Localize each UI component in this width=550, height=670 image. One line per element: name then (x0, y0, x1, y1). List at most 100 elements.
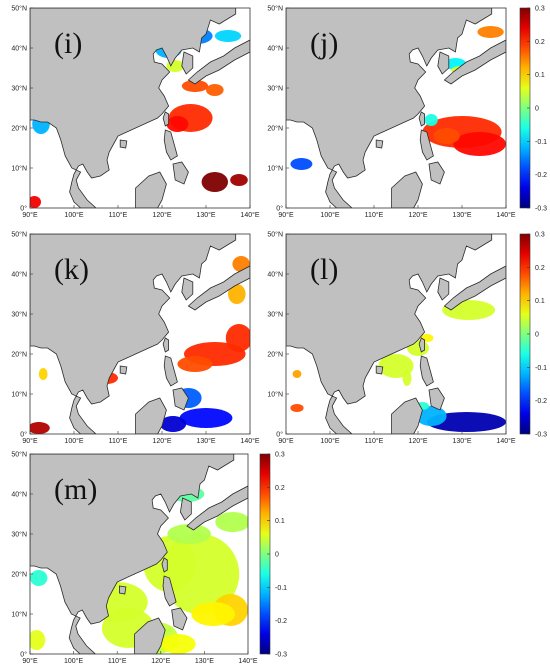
map-svg-i: 0° 10°N 20°N 30°N 40°N 50°N 90°E 100°E 110°E 120°… (11, 5, 260, 220)
lon-tick-label-l-5: 140°E (496, 437, 515, 445)
anomaly-patch-i-3 (214, 30, 242, 42)
anomaly-patch-l-4 (292, 370, 302, 378)
colorbar-tick-l-6: -0.3 (535, 432, 547, 439)
lat-tick-label-i-5: 50°N (11, 5, 27, 13)
landmass-i (30, 8, 250, 208)
lon-tick-label-l-0: 90°E (278, 437, 294, 445)
land-shape-l-1 (443, 265, 506, 311)
colorbar-tick-j-0: 0.3 (535, 6, 545, 13)
lat-tick-label-l-2: 20°N (267, 351, 283, 359)
map-panel-j: 0° 10°N 20°N 30°N 40°N 50°N 90°E 100°E 110°E 120°… (258, 0, 550, 228)
lat-tick-label-l-4: 40°N (267, 271, 283, 279)
anomaly-field-l (290, 300, 506, 432)
land-shape-j-5 (419, 129, 434, 161)
lat-tick-label-l-1: 10°N (267, 391, 283, 399)
map-panel-k: 0° 10°N 20°N 30°N 40°N 50°N 90°E 100°E 110°E 120°… (0, 226, 270, 454)
land-shape-l-4 (375, 365, 384, 375)
panel-label-j: (j) (310, 27, 338, 60)
land-shape-i-2 (181, 51, 194, 75)
land-shape-k-0 (30, 234, 237, 434)
map-frame-k: 0° 10°N 20°N 30°N 40°N 50°N 90°E 100°E 110°E 120°… (11, 231, 260, 446)
lon-tick-label-l-2: 110°E (365, 437, 384, 445)
lon-tick-label-j-0: 90°E (278, 211, 294, 219)
lon-tick-label-i-2: 110°E (109, 211, 128, 219)
colorbar-tick-l-2: 0.1 (535, 298, 545, 305)
anomaly-patch-k-7 (179, 408, 233, 428)
land-shape-j-4 (375, 139, 384, 149)
lon-tick-label-m-2: 110°E (108, 657, 127, 665)
map-panel-l: 0° 10°N 20°N 30°N 40°N 50°N 90°E 100°E 110°E 120°… (258, 226, 550, 454)
land-shape-l-2 (437, 277, 450, 301)
map-svg-k: 0° 10°N 20°N 30°N 40°N 50°N 90°E 100°E 110°E 120°… (11, 231, 260, 446)
anomaly-patch-i-10 (230, 174, 248, 186)
land-shape-m-7 (134, 617, 166, 654)
lat-tick-label-j-4: 40°N (267, 45, 283, 53)
anomaly-patch-m-14 (30, 630, 46, 650)
colorbar-tick-m-1: 0.2 (275, 485, 285, 492)
colorbar-tick-j-6: -0.3 (535, 206, 547, 213)
land-shape-i-1 (187, 39, 250, 85)
land-shape-k-6 (172, 387, 189, 411)
anomaly-patch-m-2 (215, 512, 248, 532)
colorbar-tick-j-2: 0.1 (535, 72, 545, 79)
map-svg-l: 0° 10°N 20°N 30°N 40°N 50°N 90°E 100°E 110°E 120°… (267, 231, 547, 446)
map-panel-m: 0° 10°N 20°N 30°N 40°N 50°N 90°E 100°E 110°E 120°… (0, 448, 300, 670)
landmass-l (286, 234, 506, 434)
lon-tick-label-m-1: 100°E (64, 657, 83, 665)
anomaly-patch-j-5 (433, 128, 460, 144)
colorbar-tick-l-4: -0.1 (535, 365, 547, 372)
lat-tick-label-i-2: 20°N (11, 125, 27, 133)
land-shape-i-6 (172, 161, 189, 185)
lon-tick-label-k-3: 120°E (152, 437, 171, 445)
anomaly-patch-k-8 (159, 416, 187, 432)
colorbar-tick-m-0: 0.3 (275, 452, 285, 459)
colorbar-l: 0.3 0.2 0.1 0 -0.1 -0.2 -0.3 (519, 232, 547, 439)
lon-tick-label-l-1: 100°E (320, 437, 339, 445)
lon-tick-label-l-3: 120°E (408, 437, 427, 445)
lat-tick-label-i-3: 30°N (11, 85, 27, 93)
lon-tick-label-m-0: 90°E (22, 657, 38, 665)
land-shape-l-7 (391, 397, 423, 434)
land-shape-j-2 (437, 51, 450, 75)
lon-tick-label-i-0: 90°E (22, 211, 38, 219)
map-panel-i: 0° 10°N 20°N 30°N 40°N 50°N 90°E 100°E 110°E 120°… (0, 0, 270, 228)
lat-tick-label-j-2: 20°N (267, 125, 283, 133)
landmass-k (30, 234, 250, 434)
lat-tick-label-m-4: 40°N (11, 491, 27, 499)
land-shape-m-0 (30, 454, 235, 654)
colorbar-tick-l-1: 0.2 (535, 265, 545, 272)
anomaly-patch-j-8 (424, 114, 438, 126)
map-svg-m: 0° 10°N 20°N 30°N 40°N 50°N 90°E 100°E 110°E 120°… (11, 451, 287, 666)
colorbar-m: 0.3 0.2 0.1 0 -0.1 -0.2 -0.3 (259, 452, 287, 659)
land-shape-i-3 (162, 111, 170, 127)
land-shape-m-3 (161, 557, 168, 573)
lat-tick-label-l-3: 30°N (267, 311, 283, 319)
anomaly-patch-l-8 (415, 406, 447, 426)
landmass-j (286, 8, 506, 208)
colorbar-tick-m-6: -0.3 (275, 652, 287, 659)
anomaly-patch-m-10 (160, 634, 196, 654)
colorbar-tick-m-2: 0.1 (275, 518, 285, 525)
land-shape-j-1 (443, 39, 506, 85)
lat-tick-label-j-1: 10°N (267, 165, 283, 173)
land-shape-k-1 (187, 265, 250, 311)
lat-tick-label-j-5: 50°N (267, 5, 283, 13)
land-shape-m-2 (179, 497, 192, 521)
colorbar-tick-m-4: -0.1 (275, 585, 287, 592)
panel-label-m: (m) (54, 473, 97, 506)
land-shape-k-2 (181, 277, 194, 301)
anomaly-patch-k-1 (228, 284, 246, 304)
anomaly-patch-m-7 (191, 602, 235, 626)
lon-tick-label-i-4: 130°E (196, 211, 215, 219)
lat-tick-label-i-0: 0° (20, 205, 27, 213)
lat-tick-label-k-3: 30°N (11, 311, 27, 319)
lon-tick-label-k-4: 130°E (196, 437, 215, 445)
colorbar-tick-j-5: -0.2 (535, 172, 547, 179)
land-shape-k-3 (162, 337, 170, 353)
anomaly-patch-k-9 (30, 422, 50, 434)
map-border-m (29, 453, 249, 655)
map-border-k (29, 233, 251, 435)
map-svg-j: 0° 10°N 20°N 30°N 40°N 50°N 90°E 100°E 110°E 120°… (267, 5, 547, 220)
lon-tick-label-k-0: 90°E (22, 437, 38, 445)
lat-tick-label-i-1: 10°N (11, 165, 27, 173)
